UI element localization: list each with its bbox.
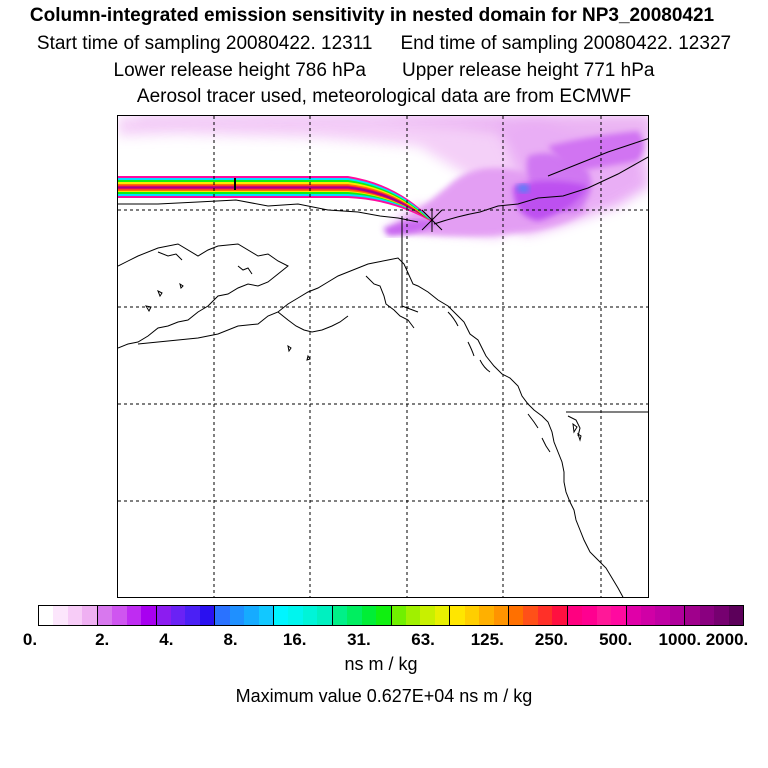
release-heights: Lower release height 786 hPa Upper releas…: [0, 60, 768, 82]
colorbar-segment: [655, 606, 670, 625]
tracer-info: Aerosol tracer used, meteorological data…: [136, 86, 632, 107]
colorbar-segment: [141, 606, 157, 625]
colorbar-segment: [126, 606, 142, 625]
colorbar-segment: [405, 606, 421, 625]
colorbar-segment: [509, 606, 524, 625]
borders: [401, 216, 648, 413]
plot-title: Column-integrated emission sensitivity i…: [29, 5, 715, 26]
colorbar-segment: [479, 606, 494, 625]
colorbar-segment: [391, 606, 406, 625]
colorbar-segment: [626, 606, 641, 625]
colorbar-segment: [685, 606, 700, 625]
graticule: [118, 116, 648, 597]
colorbar-segment: [215, 606, 230, 625]
colorbar-segment: [434, 606, 451, 625]
colorbar-tick-label: 8.: [223, 630, 238, 649]
coastlines: [118, 138, 648, 597]
colorbar-segment: [347, 606, 362, 625]
start-time-label: Start time of sampling 20080422. 12311: [36, 33, 373, 54]
colorbar-segment: [112, 606, 127, 625]
colorbar-segment: [464, 606, 480, 625]
map-panel: [117, 115, 649, 598]
colorbar-segment: [229, 606, 245, 625]
colorbar-segment: [493, 606, 509, 625]
maximum-value-label: Maximum value 0.627E+04 ns m / kg: [235, 686, 533, 706]
colorbar-segment: [552, 606, 568, 625]
colorbar-tick-label: 0.: [22, 630, 38, 649]
colorbar-segment: [361, 606, 377, 625]
colorbar-segment: [699, 606, 715, 625]
colorbar-segment: [288, 606, 303, 625]
colorbar-tick-label: 16.: [282, 630, 307, 649]
colorbar-segment: [582, 606, 597, 625]
colorbar-segment: [82, 606, 98, 625]
colorbar-segment: [244, 606, 259, 625]
colorbar-segment: [53, 606, 68, 625]
sampling-times: Start time of sampling 20080422. 12311 En…: [0, 33, 768, 55]
colorbar-segment: [450, 606, 465, 625]
colorbar: [38, 605, 744, 626]
colorbar-segment: [596, 606, 612, 625]
colorbar-segment: [97, 606, 113, 625]
colorbar-tick-label: 125.: [470, 630, 504, 649]
map-icon: [118, 116, 648, 597]
units-label: ns m / kg: [344, 654, 418, 674]
colorbar-tick-label: 2000.: [705, 630, 749, 649]
colorbar-segment: [170, 606, 186, 625]
colorbar-segment: [537, 606, 553, 625]
colorbar-tick-label: 1000.: [658, 630, 702, 649]
colorbar-tick-label: 250.: [534, 630, 568, 649]
end-time-label: End time of sampling 20080422. 12327: [400, 33, 732, 54]
colorbar-segment: [420, 606, 435, 625]
colorbar-tick-label: 31.: [347, 630, 371, 649]
colorbar-tick-label: 2.: [95, 630, 110, 649]
colorbar-segment: [302, 606, 318, 625]
sensitivity-field: [118, 116, 648, 236]
colorbar-segment: [640, 606, 656, 625]
colorbar-segment: [611, 606, 627, 625]
colorbar-segment: [567, 606, 583, 625]
colorbar-segment: [523, 606, 538, 625]
colorbar-tick-label: 63.: [411, 630, 435, 649]
colorbar-segment: [156, 606, 171, 625]
colorbar-segment: [669, 606, 686, 625]
plume-band: [118, 176, 432, 222]
colorbar-segment: [258, 606, 274, 625]
colorbar-tick-label: 4.: [159, 630, 174, 649]
colorbar-segment: [332, 606, 348, 625]
colorbar-segment: [274, 606, 289, 625]
release-point-icon: [421, 208, 443, 232]
upper-release-height: Upper release height 771 hPa: [402, 60, 655, 81]
colorbar-segment: [39, 606, 54, 625]
colorbar-tick-label: 500.: [599, 630, 633, 649]
lower-release-height: Lower release height 786 hPa: [113, 60, 366, 81]
islands: [144, 282, 582, 442]
colorbar-segment: [185, 606, 200, 625]
colorbar-segment: [376, 606, 392, 625]
colorbar-segment: [317, 606, 333, 625]
colorbar-segment: [714, 606, 729, 625]
colorbar-segment: [199, 606, 216, 625]
colorbar-segment: [728, 606, 743, 625]
colorbar-segment: [67, 606, 83, 625]
